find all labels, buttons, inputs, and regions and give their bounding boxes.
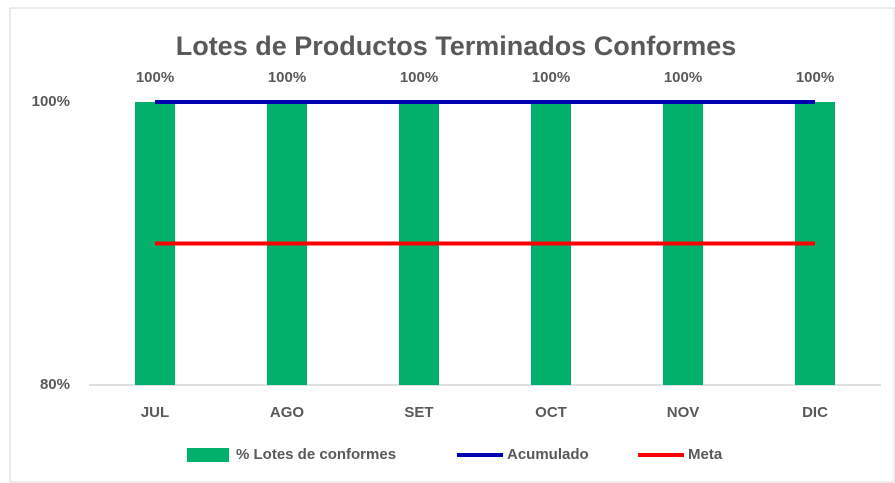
- x-tick-label: DIC: [802, 404, 828, 421]
- y-tick-label: 80%: [40, 376, 70, 393]
- value-label: 100%: [400, 69, 438, 86]
- legend-label: % Lotes de conformes: [236, 446, 396, 463]
- x-tick-label: JUL: [141, 404, 169, 421]
- value-label: 100%: [268, 69, 306, 86]
- value-label: 100%: [532, 69, 570, 86]
- y-tick-label: 100%: [32, 93, 70, 110]
- legend-label: Acumulado: [507, 446, 589, 463]
- x-tick-label: OCT: [535, 404, 567, 421]
- x-tick-label: SET: [404, 404, 433, 421]
- chart-title: Lotes de Productos Terminados Conformes: [176, 31, 737, 61]
- x-tick-label: NOV: [667, 404, 700, 421]
- value-label: 100%: [796, 69, 834, 86]
- value-label: 100%: [664, 69, 702, 86]
- value-label: 100%: [136, 69, 174, 86]
- legend-label: Meta: [688, 446, 723, 463]
- x-tick-label: AGO: [270, 404, 305, 421]
- legend-swatch: [187, 448, 229, 462]
